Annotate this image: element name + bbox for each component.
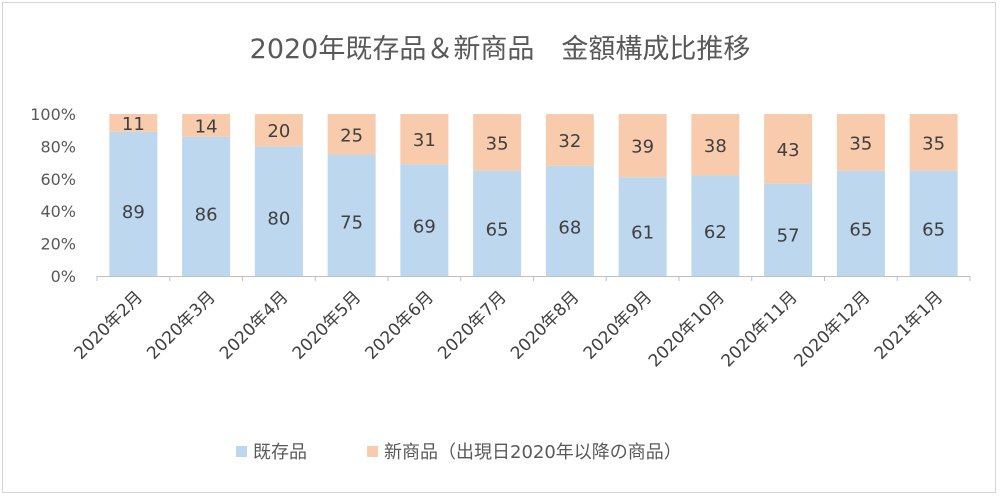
x-tick-label: 2020年10月: [645, 287, 729, 371]
bar-segment: [836, 114, 885, 171]
data-label: 35: [849, 133, 872, 154]
data-label: 80: [267, 209, 290, 230]
y-tick-label: 40%: [40, 202, 76, 221]
bar-segment: [254, 114, 303, 147]
data-label: 14: [195, 116, 218, 137]
data-label: 69: [413, 217, 436, 238]
bar-segment: [254, 146, 303, 276]
data-label: 43: [777, 140, 800, 161]
data-label: 65: [922, 220, 945, 241]
bar-segment: [327, 114, 376, 155]
x-tick-label: 2020年4月: [216, 287, 292, 363]
y-axis: 0% 20% 40% 60% 80% 100%: [30, 105, 76, 286]
data-label: 61: [631, 223, 654, 244]
x-tick-label: 2020年7月: [434, 287, 510, 363]
legend: 既存品 新商品（出現日2020年以降の商品）: [236, 442, 682, 463]
data-label: 35: [486, 133, 509, 154]
bar-segment: [182, 136, 231, 276]
x-tick-label: 2020年8月: [507, 287, 583, 363]
legend-swatch: [236, 446, 247, 457]
bars: 89 11 86 14 80 20 75 25 69 31 65 35 68 32 61 39 62 38 57 43…: [109, 114, 958, 276]
x-tick-label: 2021年1月: [871, 287, 947, 363]
data-label: 62: [704, 222, 727, 243]
x-tick-label: 2020年12月: [790, 287, 874, 371]
bar-segment: [327, 154, 376, 276]
data-label: 75: [340, 212, 363, 233]
bar-segment: [691, 175, 740, 276]
data-label: 57: [777, 225, 800, 246]
bar-segment: [473, 170, 522, 276]
data-label: 68: [558, 217, 581, 238]
bar-segment: [109, 131, 158, 276]
chart-title: 2020年既存品＆新商品 金額構成比推移: [250, 34, 751, 65]
bar-segment: [836, 170, 885, 276]
x-tick-label: 2020年3月: [143, 287, 219, 363]
bar-segment: [909, 170, 958, 276]
bar-segment: [400, 114, 449, 165]
data-label: 35: [922, 133, 945, 154]
data-label: 31: [413, 130, 436, 151]
bar-segment: [473, 114, 522, 171]
x-axis: 2020年2月2020年3月2020年4月2020年5月2020年6月2020年…: [70, 276, 971, 371]
y-tick-label: 0%: [51, 267, 76, 286]
bar-segment: [764, 183, 813, 276]
bar-segment: [764, 114, 813, 184]
data-label: 65: [849, 220, 872, 241]
data-label: 32: [558, 131, 581, 152]
bar-segment: [109, 114, 158, 132]
data-label: 20: [267, 121, 290, 142]
x-tick-label: 2020年6月: [361, 287, 437, 363]
legend-label: 既存品: [253, 442, 307, 463]
y-tick-label: 60%: [40, 170, 76, 189]
data-label: 25: [340, 125, 363, 146]
bar-segment: [545, 114, 594, 166]
x-tick-label: 2020年2月: [70, 287, 146, 363]
x-tick-label: 2020年11月: [718, 287, 802, 371]
y-tick-label: 20%: [40, 235, 76, 254]
data-label: 38: [704, 136, 727, 157]
bar-segment: [618, 177, 667, 276]
bar-segment: [545, 165, 594, 276]
bar-segment: [182, 114, 231, 137]
data-label: 11: [122, 114, 145, 135]
data-label: 65: [486, 220, 509, 241]
bar-segment: [618, 114, 667, 178]
data-label: 86: [195, 204, 218, 225]
data-label: 89: [122, 202, 145, 223]
data-label: 39: [631, 137, 654, 158]
y-tick-label: 100%: [30, 105, 76, 124]
y-tick-label: 80%: [40, 137, 76, 156]
legend-swatch: [367, 446, 378, 457]
legend-label: 新商品（出現日2020年以降の商品）: [384, 442, 682, 463]
x-tick-label: 2020年9月: [580, 287, 656, 363]
bar-segment: [909, 114, 958, 171]
x-tick-label: 2020年5月: [289, 287, 365, 363]
bar-segment: [400, 164, 449, 276]
bar-segment: [691, 114, 740, 176]
